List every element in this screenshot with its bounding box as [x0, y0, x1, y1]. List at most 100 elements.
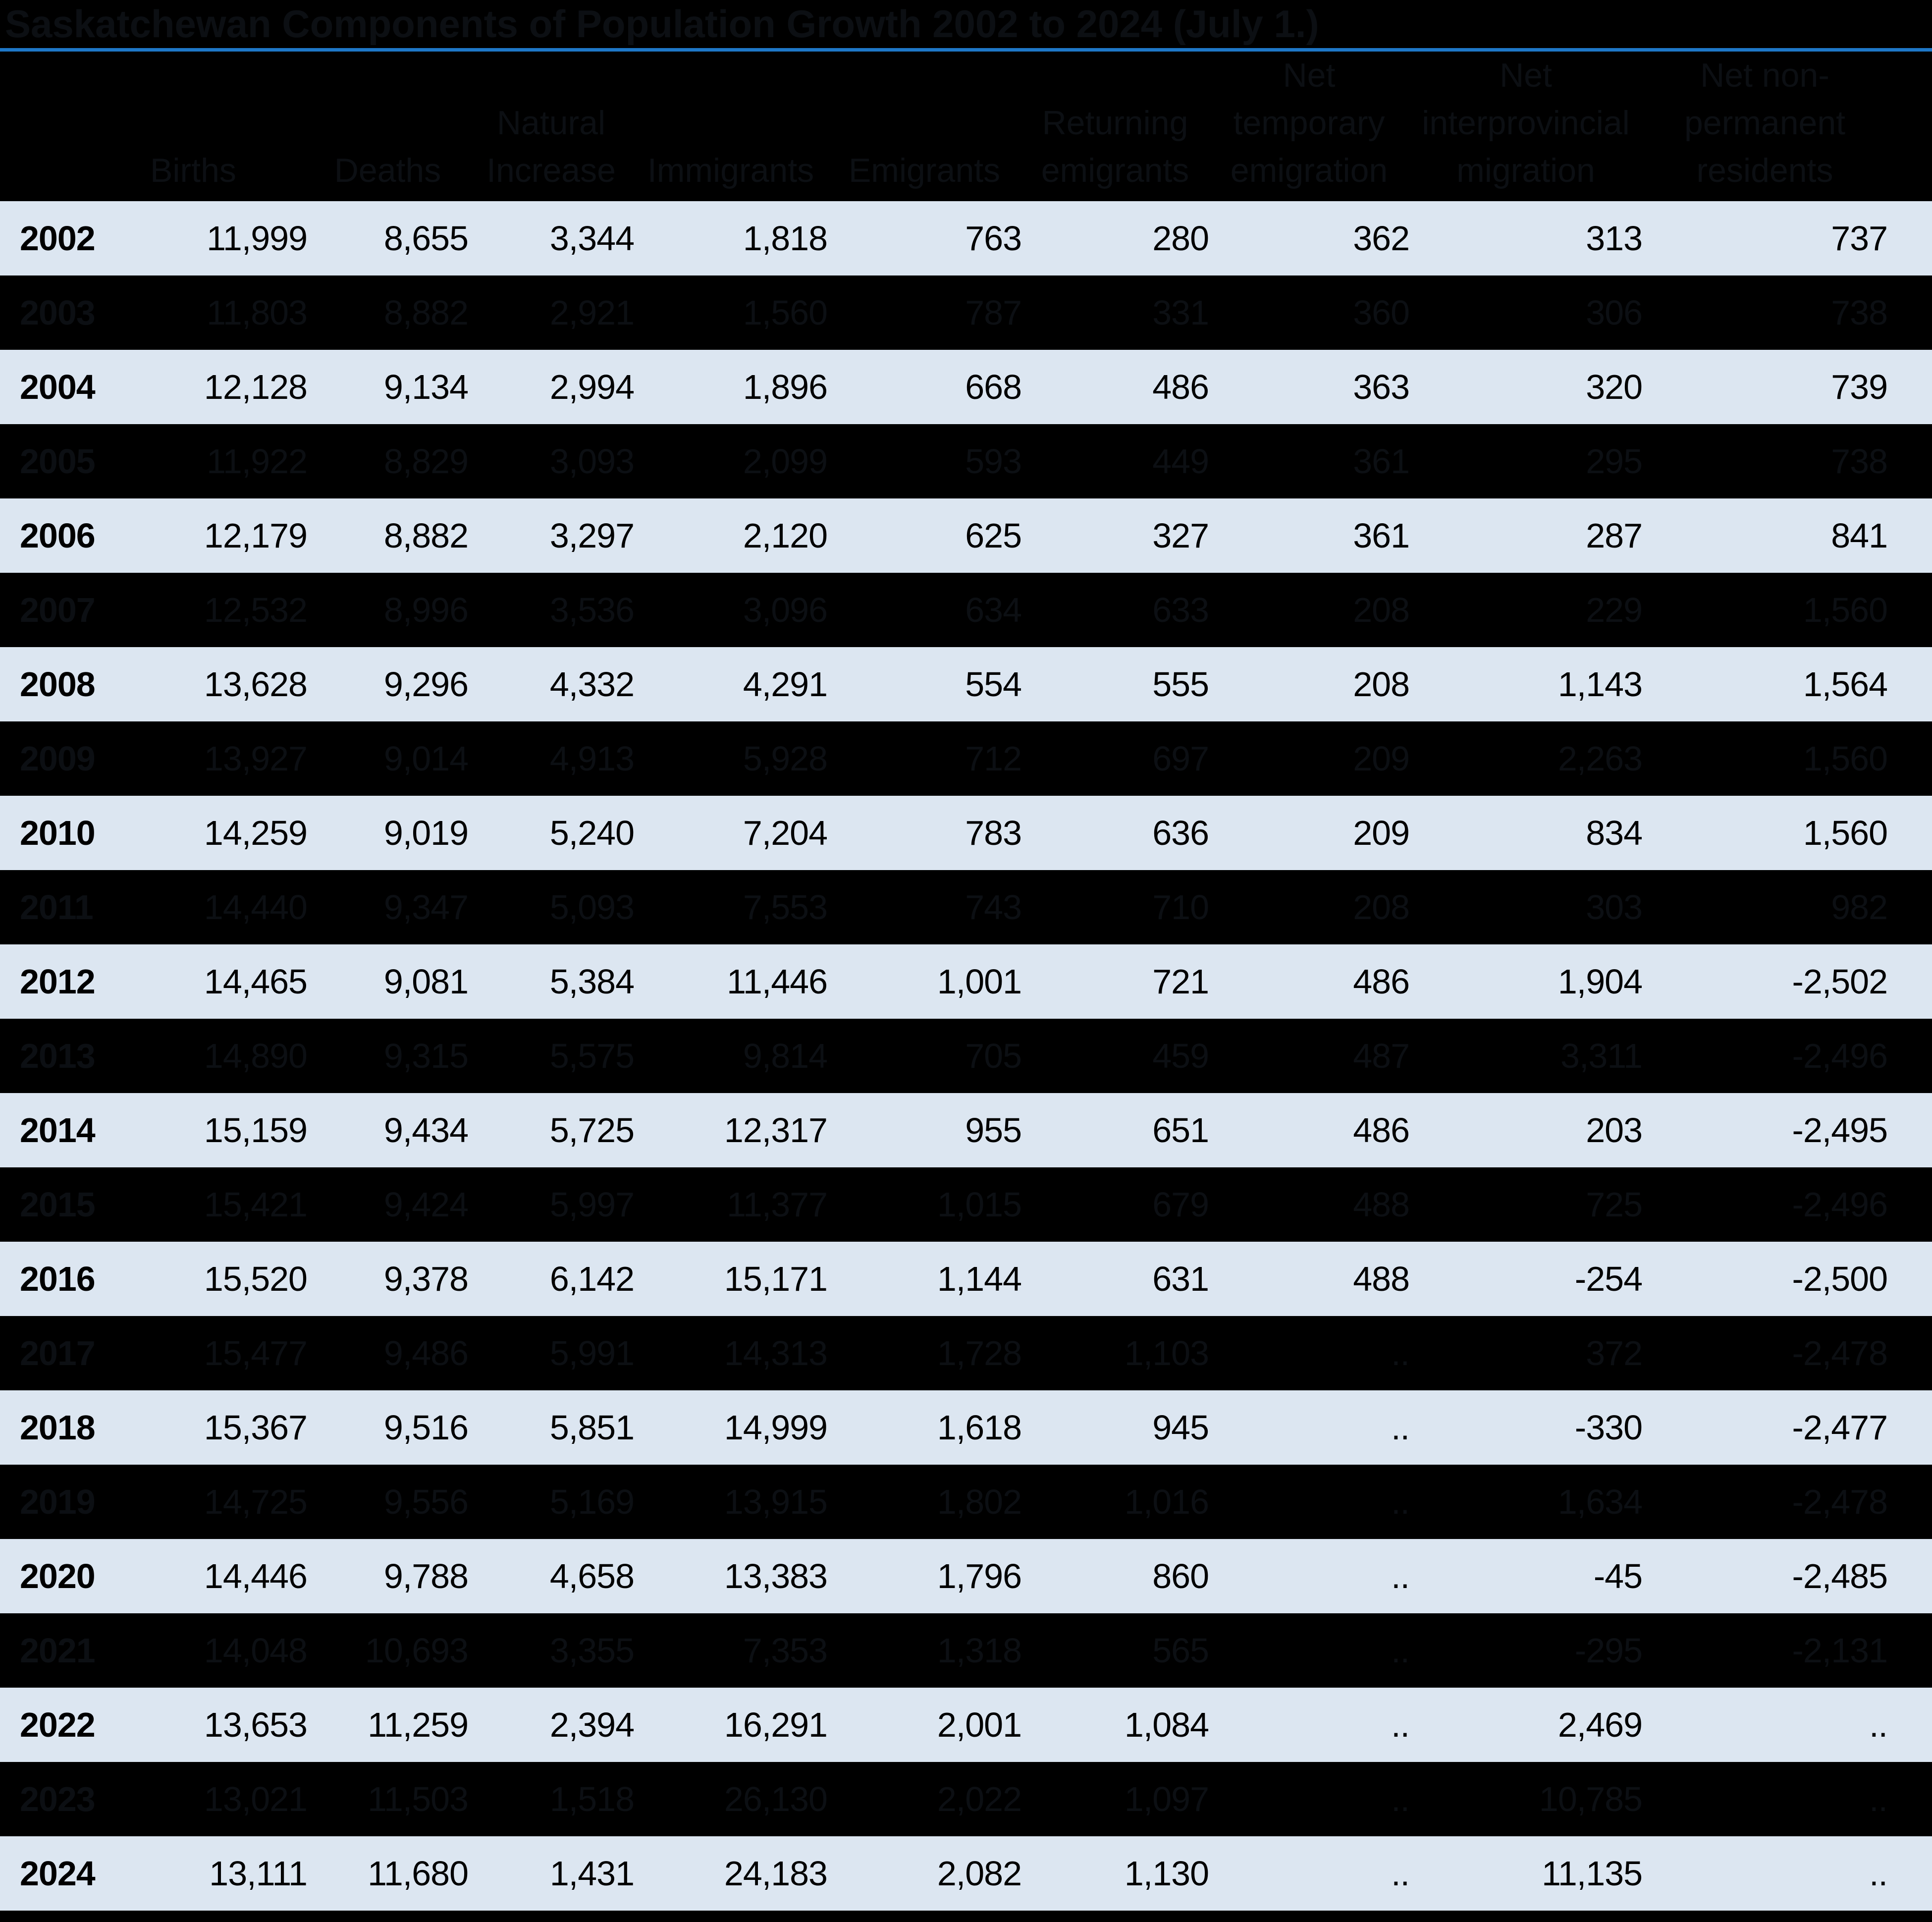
cell-net-temporary-emigration: 362 — [1353, 219, 1410, 258]
cell-returning-emigrants: 721 — [1152, 962, 1209, 1001]
cell-net-non-permanent-residents: 1,560 — [1803, 591, 1888, 629]
cell-net-temporary-emigration: 486 — [1353, 1111, 1410, 1150]
cell-immigrants: 2,099 — [743, 442, 828, 481]
cell-net-non-permanent-residents: -2,502 — [1792, 962, 1888, 1001]
cell-natural-increase: 6,142 — [549, 1260, 635, 1298]
cell-net-non-permanent-residents: 738 — [1831, 442, 1888, 481]
cell-spacer — [1887, 1836, 1932, 1911]
table-row-2014: 2014 15,159 9,434 5,725 12,317 955 651 486 203 -2… — [0, 1093, 1932, 1167]
cell-net-non-permanent-residents: 739 — [1831, 368, 1888, 406]
cell-returning-emigrants: 1,103 — [1124, 1334, 1209, 1373]
cell-spacer — [1887, 275, 1932, 350]
cell-net-temporary-emigration: 486 — [1353, 962, 1410, 1001]
cell-net-non-permanent-residents: -2,131 — [1792, 1631, 1888, 1670]
cell-emigrants: 1,144 — [937, 1260, 1022, 1298]
cell-net-temporary-emigration: .. — [1391, 1408, 1410, 1447]
cell-emigrants: 1,802 — [937, 1483, 1022, 1521]
cell-year: 2023 — [20, 1780, 96, 1818]
column-header-net-temporary-emigration: Net temporary emigration — [1230, 56, 1388, 189]
cell-net-non-permanent-residents: 841 — [1831, 516, 1888, 555]
cell-net-temporary-emigration: .. — [1391, 1705, 1410, 1744]
cell-emigrants: 743 — [965, 888, 1022, 927]
cell-immigrants: 26,130 — [724, 1780, 828, 1818]
cell-deaths: 8,655 — [383, 219, 469, 258]
cell-year: 2004 — [20, 368, 96, 406]
cell-spacer — [1887, 1167, 1932, 1242]
cell-births: 15,477 — [204, 1334, 308, 1373]
cell-spacer — [1887, 1093, 1932, 1167]
cell-net-interprovincial-migration: -295 — [1574, 1631, 1643, 1670]
cell-immigrants: 7,204 — [743, 814, 828, 852]
cell-net-temporary-emigration: 208 — [1353, 591, 1410, 629]
cell-returning-emigrants: 1,130 — [1124, 1854, 1209, 1893]
cell-net-temporary-emigration: 360 — [1353, 293, 1410, 332]
table-row-2003: 2003 11,803 8,882 2,921 1,560 787 331 360 306 738 — [0, 275, 1932, 350]
cell-year: 2009 — [20, 739, 96, 778]
cell-net-non-permanent-residents: -2,500 — [1792, 1260, 1888, 1298]
cell-natural-increase: 5,169 — [549, 1483, 635, 1521]
cell-spacer — [1887, 350, 1932, 424]
cell-births: 14,446 — [204, 1557, 308, 1595]
table-row-2021: 2021 14,048 10,693 3,355 7,353 1,318 565.. -295… — [0, 1613, 1932, 1688]
cell-returning-emigrants: 1,097 — [1124, 1780, 1209, 1818]
top-divider-line — [0, 48, 1932, 52]
cell-net-temporary-emigration: .. — [1391, 1854, 1410, 1893]
cell-immigrants: 3,096 — [743, 591, 828, 629]
cell-deaths: 11,680 — [368, 1854, 469, 1893]
cell-natural-increase: 1,518 — [549, 1780, 635, 1818]
cell-deaths: 9,014 — [383, 739, 469, 778]
cell-net-temporary-emigration: 208 — [1353, 888, 1410, 927]
cell-net-temporary-emigration: 361 — [1353, 442, 1410, 481]
cell-net-interprovincial-migration: 303 — [1586, 888, 1643, 927]
table-row-2022: 2022 13,653 11,259 2,394 16,291 2,001 1,084.. 2… — [0, 1688, 1932, 1762]
cell-spacer — [1887, 424, 1932, 498]
cell-year: 2011 — [20, 888, 94, 927]
cell-net-temporary-emigration: 488 — [1353, 1260, 1410, 1298]
column-header-immigrants: Immigrants — [647, 152, 814, 189]
cell-spacer — [1887, 1613, 1932, 1688]
cell-net-interprovincial-migration: 3,311 — [1560, 1037, 1643, 1075]
cell-returning-emigrants: 710 — [1152, 888, 1209, 927]
cell-deaths: 9,516 — [383, 1408, 469, 1447]
cell-spacer — [1887, 870, 1932, 944]
cell-net-non-permanent-residents: .. — [1869, 1780, 1888, 1818]
cell-births: 12,128 — [204, 368, 308, 406]
cell-births: 13,628 — [204, 665, 308, 704]
cell-deaths: 9,788 — [383, 1557, 469, 1595]
cell-net-temporary-emigration: .. — [1391, 1483, 1410, 1521]
cell-year: 2010 — [20, 814, 96, 852]
cell-births: 15,367 — [204, 1408, 308, 1447]
table-row-2019: 2019 14,725 9,556 5,169 13,915 1,802 1,016.. 1,… — [0, 1465, 1932, 1539]
cell-returning-emigrants: 327 — [1152, 516, 1209, 555]
cell-net-temporary-emigration: 209 — [1353, 739, 1410, 778]
cell-emigrants: 593 — [965, 442, 1022, 481]
cell-natural-increase: 3,297 — [549, 516, 635, 555]
cell-returning-emigrants: 679 — [1152, 1185, 1209, 1224]
cell-net-interprovincial-migration: 1,143 — [1557, 665, 1643, 704]
table-row-2024: 2024 13,111 11,680 1,431 24,183 2,082 1,130.. 1… — [0, 1836, 1932, 1911]
table-row-2004: 2004 12,128 9,134 2,994 1,896 668 486 363 320 739 — [0, 350, 1932, 424]
cell-spacer — [1887, 647, 1932, 721]
cell-net-interprovincial-migration: 725 — [1586, 1185, 1643, 1224]
cell-deaths: 11,259 — [368, 1705, 469, 1744]
cell-returning-emigrants: 633 — [1152, 591, 1209, 629]
column-header-returning-emigrants: Returning emigrants — [1041, 104, 1189, 189]
cell-natural-increase: 2,921 — [549, 293, 635, 332]
cell-returning-emigrants: 280 — [1152, 219, 1209, 258]
cell-births: 14,440 — [204, 888, 308, 927]
cell-net-interprovincial-migration: 834 — [1586, 814, 1643, 852]
cell-spacer — [1887, 1539, 1932, 1613]
header-row: Births Deaths Natural Increase Immigrants Emi… — [0, 52, 1932, 201]
cell-births: 15,421 — [204, 1185, 308, 1224]
cell-spacer — [1887, 498, 1932, 573]
table-row-2016: 2016 15,520 9,378 6,142 15,171 1,144 631 488 -25… — [0, 1242, 1932, 1316]
cell-net-non-permanent-residents: .. — [1869, 1854, 1888, 1893]
cell-births: 14,259 — [204, 814, 308, 852]
cell-year: 2005 — [20, 442, 96, 481]
cell-year: 2006 — [20, 516, 96, 555]
cell-natural-increase: 5,384 — [549, 962, 635, 1001]
table-row-2017: 2017 15,477 9,486 5,991 14,313 1,728 1,103.. 37… — [0, 1316, 1932, 1390]
cell-births: 14,048 — [204, 1631, 308, 1670]
cell-returning-emigrants: 651 — [1152, 1111, 1209, 1150]
cell-births: 12,532 — [204, 591, 308, 629]
